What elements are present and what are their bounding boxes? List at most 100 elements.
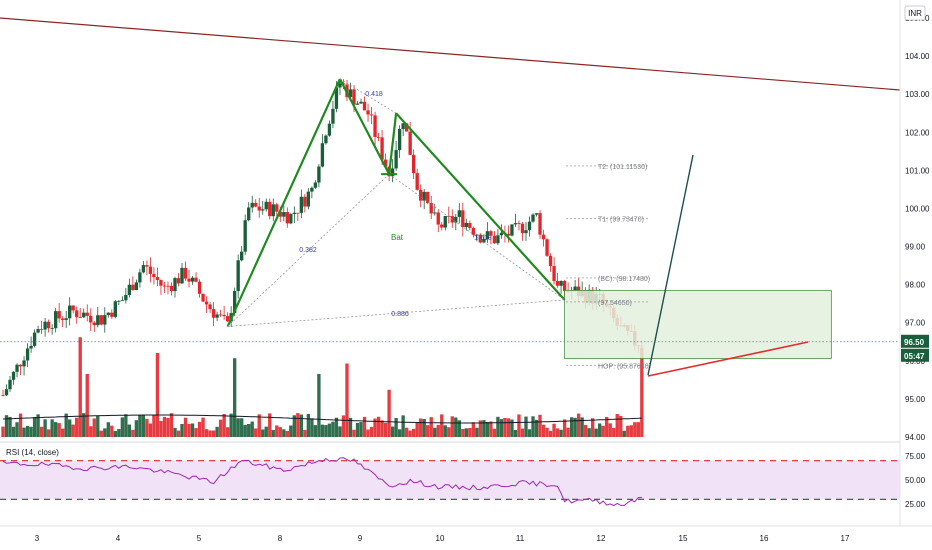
countdown-tag [901, 348, 929, 362]
time-tick-label: 10 [436, 534, 445, 543]
candle-body [183, 267, 188, 279]
volume-bar [15, 422, 19, 437]
candle-body [148, 266, 153, 274]
volume-bar [429, 417, 433, 437]
volume-bar [187, 423, 191, 437]
candle-body [131, 284, 135, 290]
rsi-axis[interactable]: 75.00 50.00 25.00 [905, 452, 926, 509]
candle-body [99, 315, 103, 325]
rsi-title[interactable]: RSI (14, close) [6, 448, 59, 457]
volume-bar [201, 417, 205, 437]
candle-body [499, 232, 504, 236]
candle-body [310, 187, 314, 192]
candle-body [85, 312, 89, 316]
volume-bar [415, 422, 419, 437]
volume-bar [598, 423, 602, 437]
volume-bar [573, 417, 577, 437]
candle-body [517, 223, 521, 224]
candle-body [485, 231, 490, 240]
volume-bar [324, 425, 328, 437]
candle-body [513, 223, 518, 225]
volume-bar [373, 418, 377, 437]
volume-bar [545, 427, 549, 437]
candle-body [4, 389, 9, 396]
target-line[interactable] [647, 341, 809, 377]
candle-body [464, 222, 468, 228]
candle-body [173, 278, 177, 292]
candle-body [268, 201, 272, 217]
volume-bar [576, 413, 581, 437]
rsi-tick-label: 25.00 [905, 500, 926, 509]
price-tick-label: 97.00 [905, 319, 926, 328]
candle-body [43, 321, 47, 330]
candle-body [383, 159, 388, 167]
candle-body [373, 115, 377, 137]
candle-body [215, 314, 219, 318]
candle-body [496, 235, 500, 244]
volume-bar [310, 418, 314, 437]
pattern-levels: T2: (101.11530) T1: (99.73470) (BC): (98.1… [566, 164, 651, 371]
price-tick-label: 99.00 [905, 243, 926, 252]
volume-bar [1, 426, 5, 437]
volume-bar [362, 416, 367, 437]
candle-body [257, 206, 261, 211]
volume-bar [190, 423, 195, 437]
volume-bar [208, 430, 212, 437]
volume-bar [397, 429, 402, 437]
volume-bar [352, 429, 356, 437]
pattern-leg[interactable] [395, 112, 566, 301]
candle-body [510, 224, 514, 236]
volume-bar [25, 425, 30, 437]
candle-body [443, 215, 447, 228]
bat-pattern[interactable]: 0.382 0.418 0.886 1.618 Bat [226, 78, 566, 327]
currency-badge[interactable]: INR [904, 5, 926, 21]
pattern-leg[interactable] [338, 78, 391, 175]
volume-bar [615, 414, 619, 437]
volume-bar [60, 428, 65, 437]
candle-body [176, 278, 181, 284]
volume-bar [18, 413, 23, 437]
pattern-leg[interactable] [388, 113, 398, 175]
candle-body [82, 312, 86, 318]
time-axis[interactable]: 3 4 5 8 9 10 11 12 15 16 17 [0, 525, 932, 543]
volume-bar [510, 419, 514, 437]
rsi-pane[interactable]: RSI (14, close) [0, 441, 900, 507]
volume-bar [254, 428, 258, 437]
volume-bar [503, 418, 507, 437]
candle-body [457, 210, 461, 217]
time-tick-label: 3 [35, 534, 40, 543]
volume-bar [380, 420, 384, 437]
ratio-line [227, 299, 565, 327]
volume-bar [327, 423, 332, 437]
volume-bar [43, 419, 47, 437]
volume-bar [608, 423, 612, 437]
trend-line[interactable] [0, 17, 901, 91]
candle-body [468, 222, 472, 228]
candle-body [152, 273, 156, 278]
candle-body [127, 284, 132, 295]
volume-bar [548, 430, 553, 437]
candle-body [22, 360, 26, 367]
volume-bar [390, 426, 395, 437]
time-tick-label: 9 [358, 534, 363, 543]
pattern-leg[interactable] [226, 78, 341, 327]
volume-bar [173, 427, 177, 437]
candle-body [201, 293, 205, 302]
volume-bar [461, 428, 465, 437]
time-tick-label: 11 [516, 534, 525, 543]
projection-line[interactable] [647, 154, 694, 376]
volume-bar [99, 430, 103, 437]
price-pane[interactable]: T2: (101.11530) T1: (99.73470) (BC): (98.1… [0, 17, 901, 437]
price-axis[interactable]: 105.00104.00103.00102.00101.00100.0099.0… [899, 0, 930, 526]
volume-bar [450, 416, 454, 437]
rsi-tick-label: 75.00 [905, 452, 926, 461]
candle-body [422, 191, 426, 201]
price-tick-label: 95.00 [905, 395, 926, 404]
volume-bar [225, 427, 230, 437]
candle-body [475, 234, 479, 236]
countdown-text: 05:47 [904, 352, 925, 361]
volume-bar [85, 374, 89, 437]
volume-bar [408, 430, 412, 437]
candle-body [75, 310, 79, 318]
